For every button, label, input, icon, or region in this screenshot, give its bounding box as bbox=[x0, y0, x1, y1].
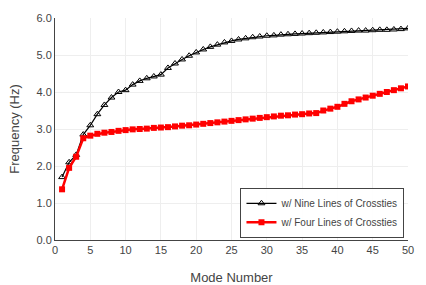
svg-text:3.0: 3.0 bbox=[37, 123, 52, 135]
svg-text:Mode Number: Mode Number bbox=[190, 270, 273, 285]
svg-text:40: 40 bbox=[331, 244, 343, 256]
svg-text:1.0: 1.0 bbox=[37, 197, 52, 209]
svg-text:25: 25 bbox=[225, 244, 237, 256]
svg-text:5.0: 5.0 bbox=[37, 49, 52, 61]
svg-text:Frequency (Hz): Frequency (Hz) bbox=[7, 84, 22, 174]
svg-text:6.0: 6.0 bbox=[37, 12, 52, 24]
svg-text:5: 5 bbox=[87, 244, 93, 256]
svg-text:45: 45 bbox=[367, 244, 379, 256]
svg-text:w/ Four Lines of Crossties: w/ Four Lines of Crossties bbox=[280, 217, 397, 228]
svg-text:10: 10 bbox=[119, 244, 131, 256]
svg-text:0: 0 bbox=[52, 244, 58, 256]
svg-text:50: 50 bbox=[402, 244, 414, 256]
svg-text:30: 30 bbox=[261, 244, 273, 256]
svg-text:20: 20 bbox=[190, 244, 202, 256]
svg-text:4.0: 4.0 bbox=[37, 86, 52, 98]
svg-text:15: 15 bbox=[155, 244, 167, 256]
svg-text:35: 35 bbox=[296, 244, 308, 256]
svg-text:2.0: 2.0 bbox=[37, 160, 52, 172]
svg-text:0.0: 0.0 bbox=[37, 234, 52, 246]
svg-text:w/ Nine Lines of Crossties: w/ Nine Lines of Crossties bbox=[280, 198, 397, 209]
